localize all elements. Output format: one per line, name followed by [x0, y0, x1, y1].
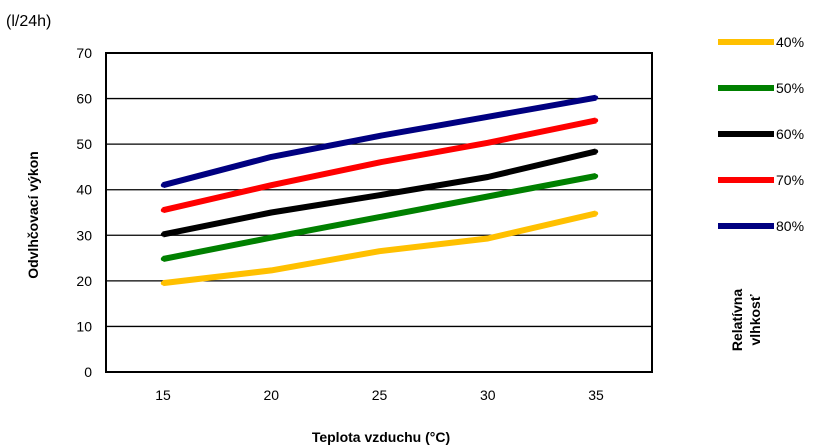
- data-point: [485, 114, 490, 120]
- x-tick-label: 15: [155, 387, 171, 403]
- y-tick-label: 0: [84, 364, 92, 380]
- data-point: [485, 194, 490, 199]
- legend: 40% 50% 60% 70% 80%: [718, 34, 804, 234]
- legend-item: 60%: [718, 126, 804, 142]
- data-point: [269, 268, 274, 273]
- data-point: [593, 173, 599, 179]
- legend-label: 60%: [776, 126, 804, 142]
- y-tick-label: 50: [76, 136, 92, 152]
- series-50pct: [160, 173, 599, 262]
- series-60pct: [160, 148, 599, 238]
- data-point: [160, 280, 166, 286]
- legend-item: 70%: [718, 172, 804, 188]
- data-point: [377, 192, 382, 198]
- unit-label: (l/24h): [6, 13, 51, 30]
- series-40pct: [160, 210, 599, 287]
- series-lines: [160, 94, 599, 287]
- series-70pct: [160, 117, 599, 214]
- data-point: [593, 118, 599, 123]
- data-point: [485, 140, 490, 145]
- data-point: [485, 174, 490, 180]
- data-point: [269, 235, 274, 240]
- legend-title-line1: Relatívna: [729, 289, 745, 351]
- y-axis-title: Odvlhčovací výkon: [25, 151, 41, 279]
- data-point: [377, 133, 382, 139]
- y-tick-label: 30: [76, 227, 92, 243]
- legend-item: 50%: [718, 80, 804, 96]
- data-point: [377, 214, 382, 220]
- legend-title-line2: vlhkosť: [747, 294, 763, 345]
- data-point: [269, 210, 274, 215]
- legend-label: 50%: [776, 80, 804, 96]
- data-point: [269, 154, 274, 160]
- y-tick-label: 40: [76, 182, 92, 198]
- data-point: [593, 211, 599, 216]
- legend-item: 40%: [718, 34, 804, 50]
- x-tick-label: 25: [372, 387, 388, 403]
- y-tick-label: 10: [76, 318, 92, 334]
- data-point: [160, 256, 166, 262]
- data-point: [160, 208, 166, 213]
- y-tick-label: 70: [76, 45, 92, 61]
- data-point: [593, 95, 599, 100]
- legend-label: 80%: [776, 218, 804, 234]
- data-point: [160, 182, 166, 188]
- legend-label: 40%: [776, 34, 804, 50]
- data-point: [377, 160, 382, 165]
- x-tick-label: 35: [588, 387, 604, 403]
- legend-item: 80%: [718, 218, 804, 234]
- legend-label: 70%: [776, 172, 804, 188]
- y-tick-label: 60: [76, 91, 92, 107]
- x-axis-ticks: 15 20 25 30 35: [155, 387, 604, 403]
- data-point: [593, 149, 599, 154]
- data-point: [160, 232, 166, 237]
- y-tick-label: 20: [76, 273, 92, 289]
- series-80pct: [160, 94, 599, 189]
- x-tick-label: 20: [263, 387, 279, 403]
- data-point: [269, 182, 274, 188]
- data-point: [485, 236, 490, 241]
- data-point: [377, 249, 382, 254]
- y-axis-ticks: 0 10 20 30 40 50 60 70: [76, 45, 92, 380]
- x-tick-label: 30: [480, 387, 496, 403]
- x-axis-title: Teplota vzduchu (°C): [312, 429, 450, 445]
